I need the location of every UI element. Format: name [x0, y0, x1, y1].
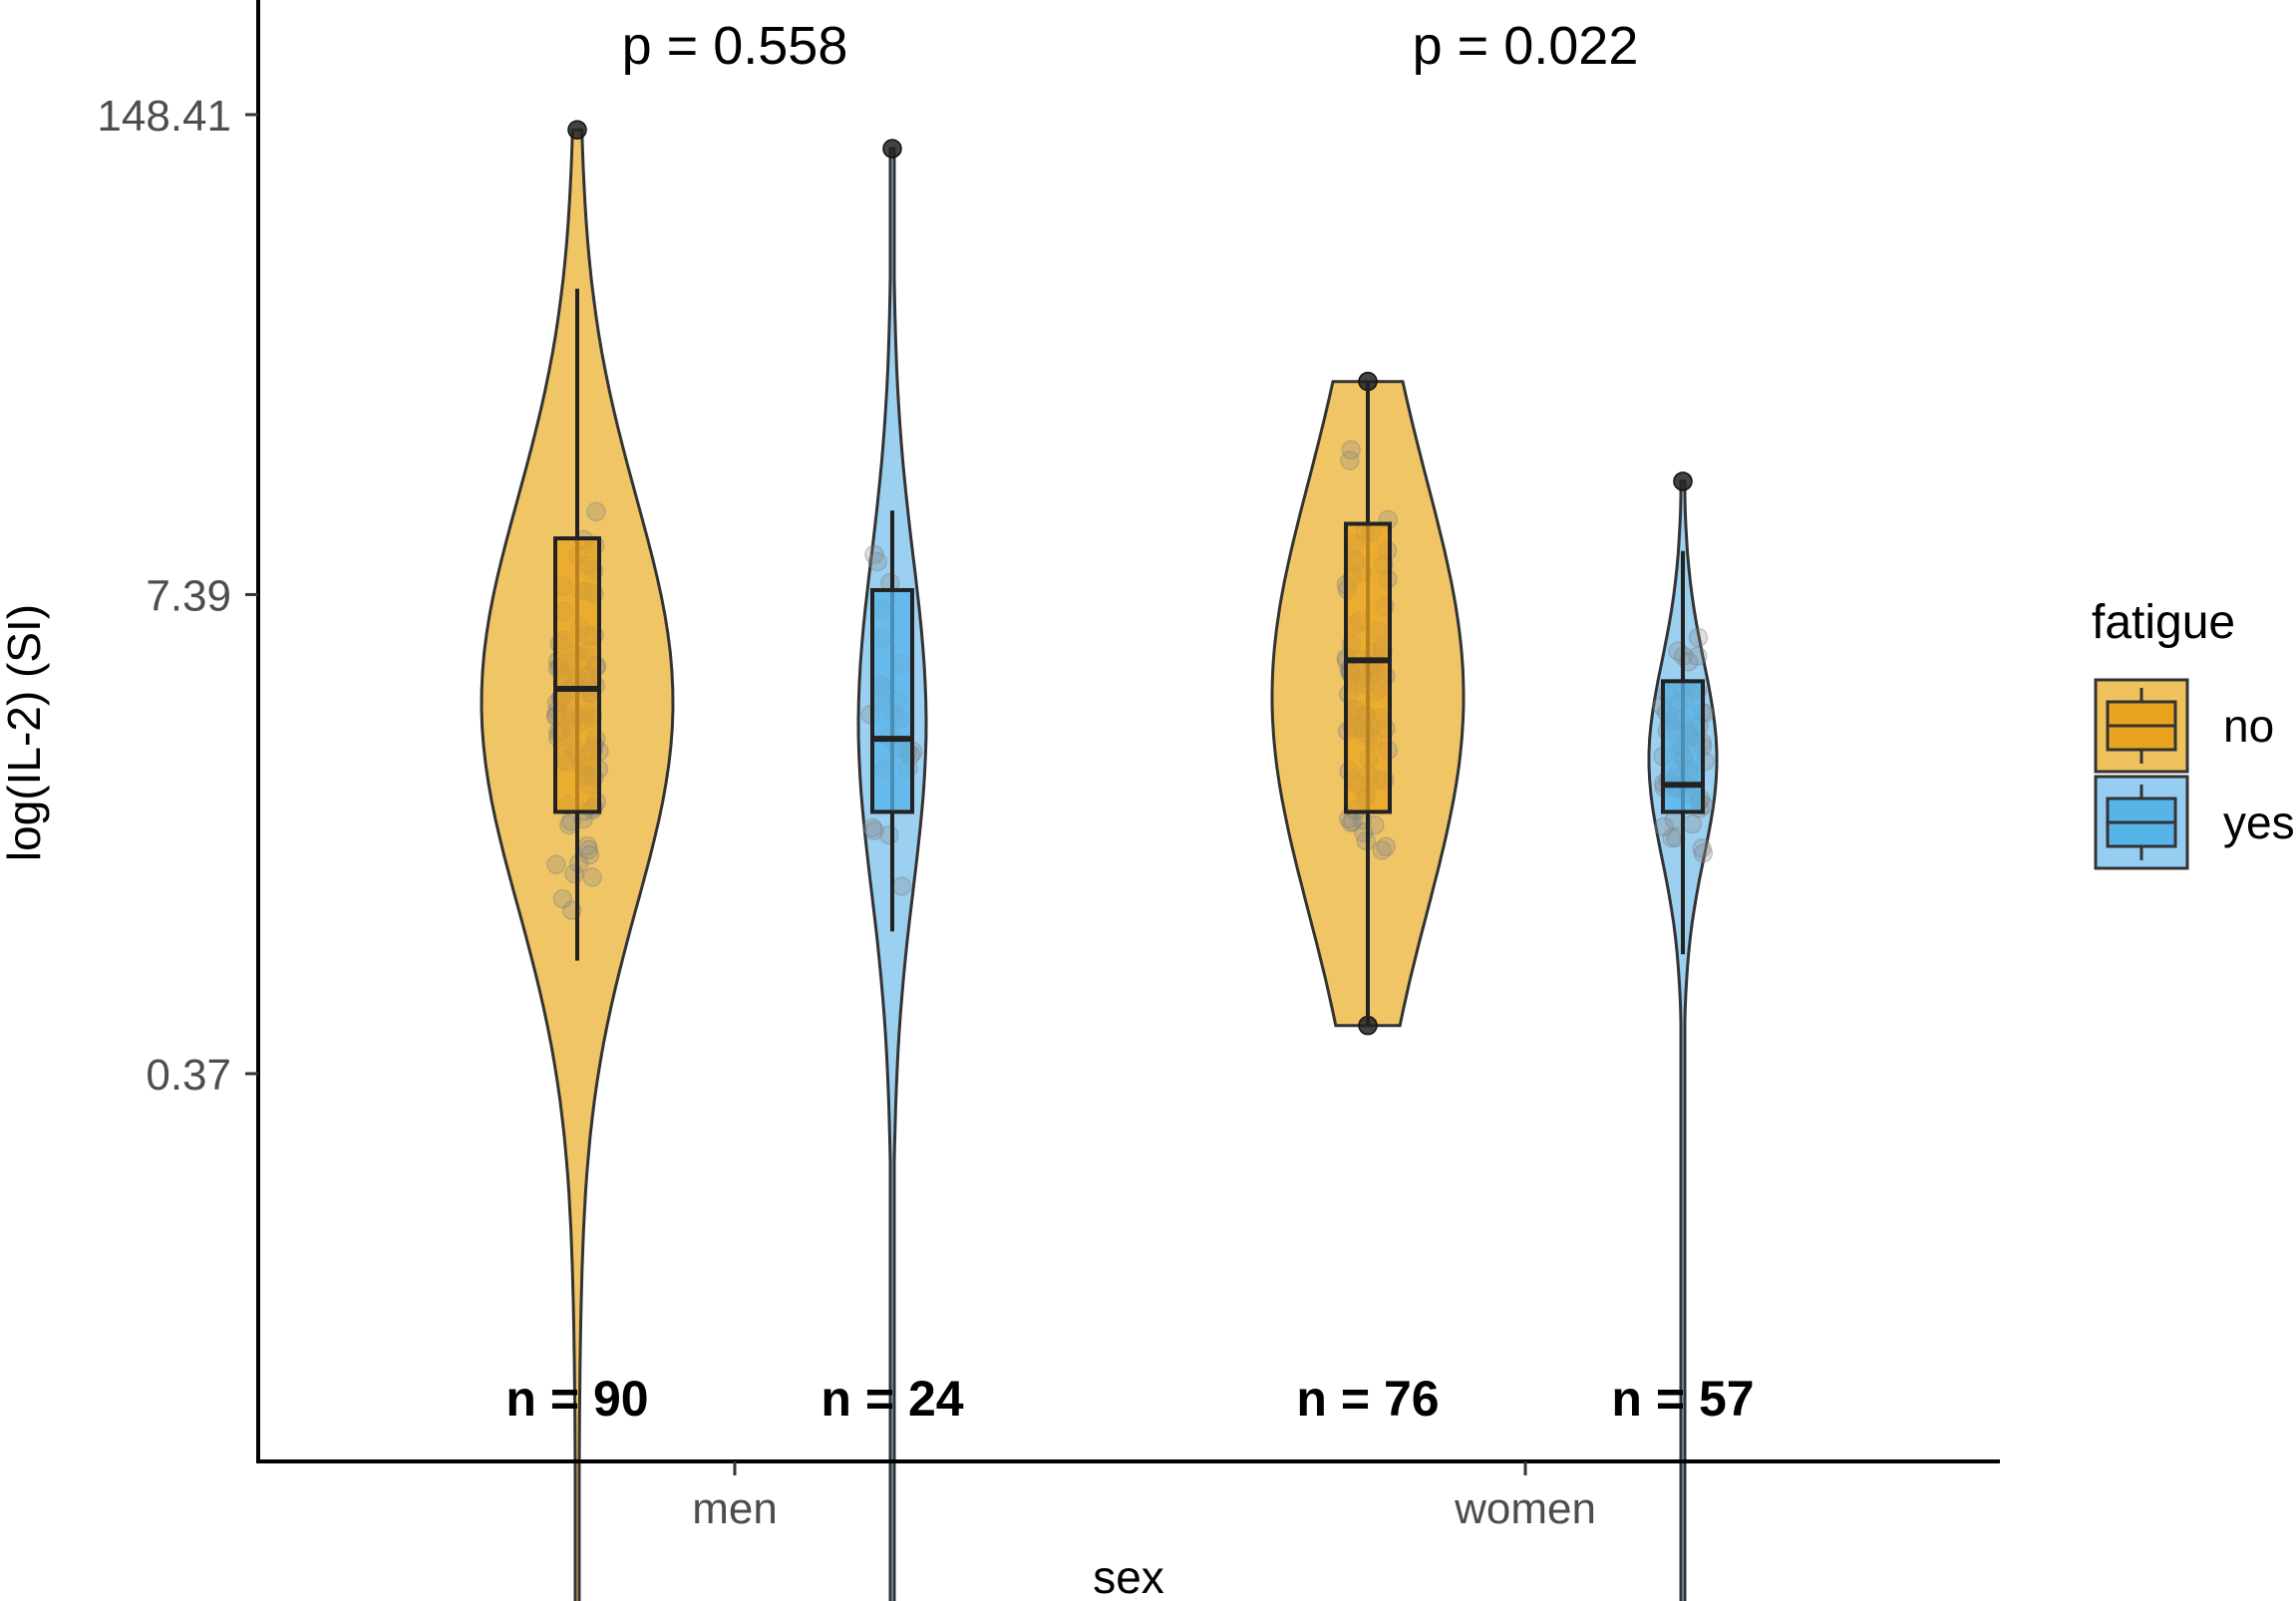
x-tick-label-women: women: [1454, 1484, 1596, 1533]
data-point: [1688, 646, 1708, 666]
p-value-men: p = 0.558: [622, 16, 848, 76]
outlier-point: [567, 120, 587, 140]
data-point: [582, 867, 602, 887]
legend-label-no: no: [2223, 700, 2274, 752]
data-point: [864, 820, 884, 840]
n-labels: n = 90 n = 24 n = 76 n = 57: [505, 1371, 1754, 1427]
data-point: [586, 501, 606, 522]
n-label-men-no: n = 90: [505, 1371, 648, 1427]
data-point: [891, 876, 912, 896]
legend-key-yes: [2094, 775, 2189, 870]
box-women-no: [1344, 521, 1392, 814]
outlier-point: [882, 139, 902, 159]
data-point: [1341, 440, 1361, 460]
legend-label-yes: yes: [2223, 797, 2295, 848]
legend: fatigue no yes: [2092, 596, 2295, 870]
p-value-women: p = 0.022: [1413, 16, 1639, 76]
y-tick-label: 148.41: [97, 92, 231, 141]
data-point: [546, 854, 566, 874]
data-point: [1693, 843, 1714, 863]
n-label-women-no: n = 76: [1296, 1371, 1439, 1427]
y-tick-label: 0.37: [146, 1051, 231, 1100]
box-men-no: [553, 536, 601, 814]
box-men-yes: [870, 587, 914, 814]
outlier-point: [1673, 472, 1693, 491]
data-point: [1692, 838, 1712, 858]
data-point: [1654, 816, 1674, 837]
plot-area: [480, 120, 1719, 1601]
axes: [256, 0, 2000, 1463]
data-point: [1376, 836, 1396, 857]
data-point: [578, 839, 599, 860]
axis-ticks: 0.37 7.39 148.41 men women: [97, 92, 1596, 1533]
data-point: [1340, 451, 1360, 471]
x-tick-label-men: men: [692, 1484, 778, 1533]
n-label-men-yes: n = 24: [820, 1371, 963, 1427]
legend-title: fatigue: [2092, 596, 2235, 649]
data-point: [579, 844, 600, 865]
data-point: [1365, 814, 1385, 835]
data-point: [1662, 827, 1682, 848]
box-women-yes: [1661, 679, 1705, 814]
y-axis-title: log(IL-2) (SI): [0, 604, 50, 861]
data-point: [864, 544, 884, 565]
y-tick-label: 7.39: [146, 571, 231, 620]
data-point: [1688, 627, 1709, 648]
n-label-women-yes: n = 57: [1611, 1371, 1754, 1427]
data-point: [1372, 840, 1392, 860]
data-point: [1666, 827, 1686, 848]
data-point: [862, 817, 882, 837]
legend-key-no: [2094, 678, 2189, 774]
x-axis-title: sex: [1093, 1551, 1164, 1601]
data-point: [867, 551, 887, 572]
data-point: [552, 888, 573, 909]
